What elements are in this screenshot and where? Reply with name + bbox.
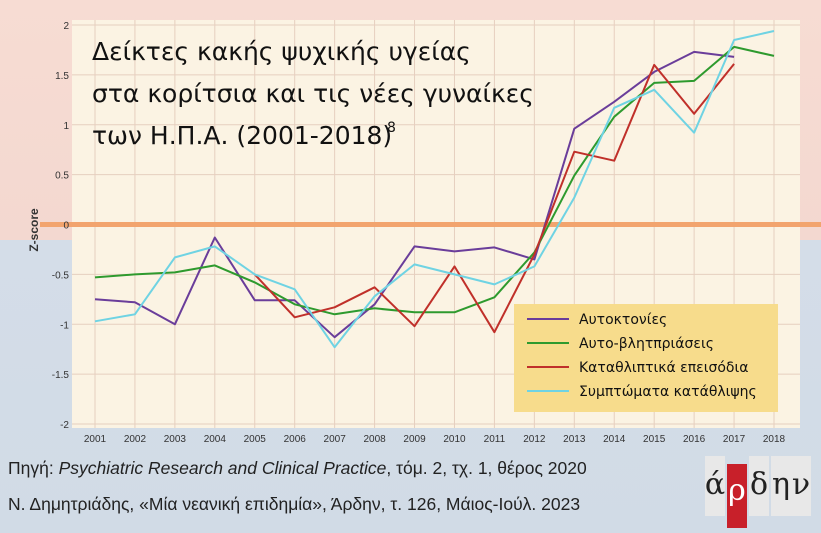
journal-name: Psychiatric Research and Clinical Practi…: [58, 458, 387, 478]
y-tick-label: 1.5: [55, 71, 69, 82]
title-superscript: 8: [387, 120, 396, 136]
logo-letter: ά: [705, 467, 725, 502]
logo-highlight: [727, 464, 747, 528]
title-line: Δείκτες κακής ψυχικής υγείας: [92, 37, 471, 66]
y-tick-label: 1: [63, 121, 69, 132]
x-tick-label: 2008: [363, 434, 386, 445]
y-tick-label: -1.5: [52, 370, 70, 381]
legend-box: [514, 304, 778, 412]
title-line: των Η.Π.Α. (2001-2018): [92, 121, 392, 150]
x-tick-label: 2002: [124, 434, 147, 445]
title-line: στα κορίτσια και τις νέες γυναίκες: [92, 79, 534, 108]
logo-tile: [771, 456, 791, 516]
logo-tile: [705, 456, 725, 516]
x-tick-label: 2014: [603, 434, 626, 445]
x-tick-label: 2015: [643, 434, 666, 445]
x-tick-label: 2012: [523, 434, 546, 445]
series-line: [254, 63, 735, 334]
x-tick-label: 2005: [244, 434, 267, 445]
chart: -2 -1.5 -1 -0.5 0 0.5 1 1.5 2 2001 2002 2003 2004 200…: [27, 20, 821, 445]
y-tick-label: -0.5: [52, 270, 70, 281]
x-tick-label: 2016: [683, 434, 706, 445]
legend-item: Συμπτώματα κατάθλιψης: [579, 384, 757, 400]
x-tick-label: 2009: [403, 434, 426, 445]
y-tick-label: -1: [60, 320, 69, 331]
logo-letter: ρ: [728, 473, 746, 508]
y-axis-label: Z-score: [27, 208, 41, 252]
x-tick-label: 2001: [84, 434, 107, 445]
y-tick-label: 0.5: [55, 171, 69, 182]
logo-tile: [749, 456, 769, 516]
x-tick-label: 2018: [763, 434, 786, 445]
logo-tile: [791, 456, 811, 516]
axes: -2 -1.5 -1 -0.5 0 0.5 1 1.5 2 2001 2002 2003 2004 200…: [27, 21, 786, 445]
logo-letter: δ: [750, 467, 768, 502]
legend: Αυτοκτονίες Αυτο-βλητπριάσεις Καταθλιπτικά…: [514, 304, 778, 412]
series-lines: [94, 30, 775, 349]
x-tick-label: 2004: [204, 434, 227, 445]
source-suffix: , τόμ. 2, τχ. 1, θέρος 2020: [386, 458, 587, 478]
series-line: [94, 30, 775, 349]
source-line: Πηγή: Psychiatric Research and Clinical …: [8, 458, 587, 479]
legend-item: Καταθλιπτικά επεισόδια: [579, 360, 748, 376]
x-tick-label: 2007: [324, 434, 347, 445]
source-prefix: Πηγή:: [8, 458, 59, 478]
x-tick-label: 2013: [563, 434, 586, 445]
logo-letter: η: [772, 467, 790, 502]
series-line: [94, 45, 775, 316]
y-tick-label: 0: [63, 221, 69, 232]
series-line: [94, 50, 735, 339]
x-tick-label: 2006: [284, 434, 307, 445]
x-tick-label: 2003: [164, 434, 187, 445]
y-tick-label: -2: [60, 420, 69, 431]
legend-item: Αυτοκτονίες: [579, 312, 667, 328]
x-tick-label: 2011: [484, 434, 506, 445]
legend-item: Αυτο-βλητπριάσεις: [579, 336, 714, 352]
logo-letter: ν: [792, 467, 810, 502]
x-tick-label: 2010: [443, 434, 466, 445]
y-tick-label: 2: [63, 21, 69, 32]
citation-line: Ν. Δημητριάδης, «Μία νεανική επιδημία», …: [8, 494, 581, 514]
x-tick-label: 2017: [723, 434, 746, 445]
chart-title: Δείκτες κακής ψυχικής υγείας στα κορίτσια…: [92, 37, 534, 150]
